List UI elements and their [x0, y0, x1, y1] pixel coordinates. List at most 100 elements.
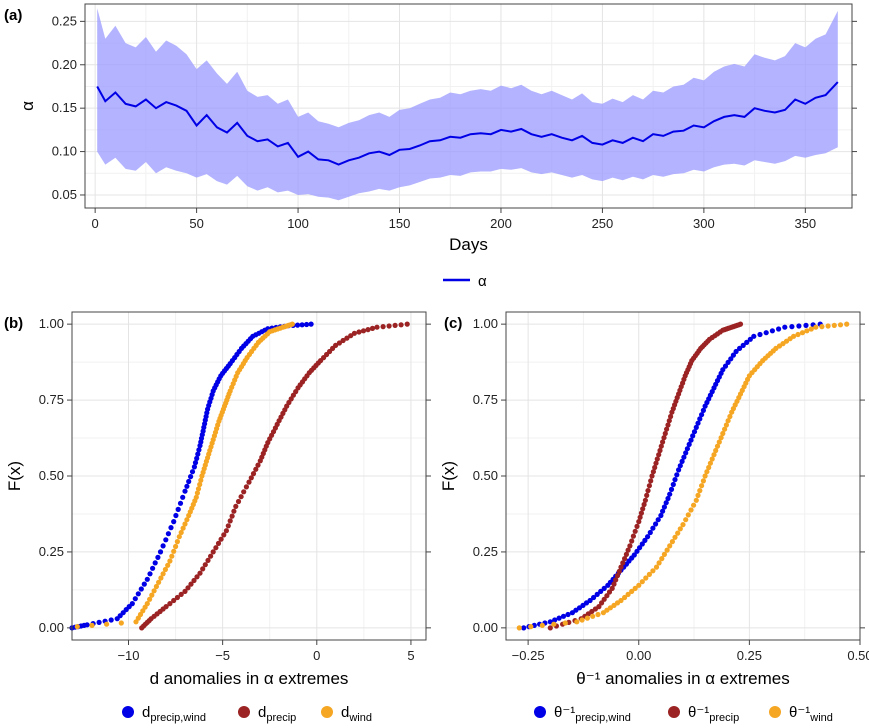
data-point	[643, 575, 649, 581]
data-point	[656, 560, 662, 566]
data-point	[831, 322, 837, 328]
data-point	[611, 581, 617, 587]
data-point	[360, 328, 367, 334]
data-point	[173, 543, 179, 550]
data-point	[649, 473, 655, 479]
data-point	[722, 363, 729, 369]
data-point	[711, 452, 717, 458]
data-point	[667, 543, 673, 549]
data-point	[791, 333, 797, 339]
data-point	[650, 568, 656, 574]
data-point	[147, 571, 153, 577]
x-axis-label: d anomalies in α extremes	[150, 669, 349, 688]
legend-label-subscript: precip	[709, 712, 739, 724]
data-point	[644, 492, 650, 498]
legend-label-name: d	[341, 704, 349, 721]
legend-swatch	[668, 706, 680, 718]
series-precip	[139, 321, 410, 631]
data-point	[144, 576, 150, 582]
data-point	[650, 525, 656, 531]
data-point	[218, 536, 224, 542]
data-point	[691, 429, 698, 435]
data-point	[664, 547, 670, 553]
data-point	[295, 322, 301, 328]
data-point	[221, 532, 227, 538]
data-point	[631, 552, 637, 558]
data-point	[727, 413, 733, 420]
data-point	[189, 469, 196, 475]
data-point	[180, 494, 186, 500]
data-point	[670, 481, 676, 488]
data-point	[672, 534, 678, 540]
data-point	[660, 508, 666, 514]
x-tick-label: 0	[313, 648, 320, 663]
y-axis-label: F(x)	[439, 461, 458, 491]
data-point	[654, 456, 660, 462]
data-point	[177, 500, 184, 506]
data-point	[601, 585, 607, 592]
data-point	[693, 424, 699, 430]
data-point	[799, 330, 806, 336]
data-point	[308, 321, 314, 327]
data-point	[185, 585, 191, 591]
data-point	[158, 575, 164, 581]
data-point	[606, 589, 613, 595]
data-point	[157, 549, 164, 555]
data-point	[675, 530, 681, 536]
data-point	[248, 475, 254, 481]
legend-label-subscript: wind	[348, 712, 372, 724]
y-tick-label: 0.25	[52, 13, 77, 28]
data-point	[813, 324, 819, 330]
y-tick-label: 0.75	[473, 392, 498, 407]
data-point	[700, 407, 707, 413]
data-point	[648, 478, 654, 484]
data-point	[639, 541, 645, 547]
data-point	[162, 566, 168, 573]
data-point	[591, 594, 597, 601]
series-wind	[516, 321, 850, 631]
data-point	[641, 501, 647, 508]
data-point	[795, 331, 801, 338]
legend-swatch	[122, 706, 134, 718]
legend-label: θ⁻¹wind	[789, 704, 833, 724]
data-point	[625, 591, 631, 598]
data-point	[722, 426, 728, 432]
data-point	[351, 330, 357, 336]
data-point	[623, 551, 630, 558]
legend-label: dprecip,wind	[142, 704, 206, 724]
data-point	[618, 564, 624, 570]
y-tick-label: 0.25	[473, 544, 498, 559]
data-point	[225, 523, 231, 529]
data-point	[194, 574, 200, 580]
data-point	[636, 519, 642, 525]
data-point	[229, 513, 235, 519]
data-point	[173, 512, 179, 519]
data-point	[757, 331, 763, 338]
data-point	[637, 514, 643, 520]
data-point	[714, 443, 721, 449]
data-point	[195, 486, 202, 492]
legend-label-name: θ⁻¹	[789, 704, 810, 721]
data-point	[658, 512, 664, 519]
data-point	[188, 474, 194, 480]
data-point	[782, 324, 788, 330]
data-point	[205, 557, 211, 564]
y-tick-label: 0.00	[473, 620, 498, 635]
data-point	[528, 624, 534, 630]
data-point	[165, 531, 171, 537]
data-point	[683, 517, 689, 523]
data-point	[210, 549, 216, 555]
alpha-series-line	[96, 81, 839, 166]
data-point	[176, 534, 182, 540]
x-tick-label: 0	[92, 216, 99, 231]
data-point	[129, 601, 135, 607]
legend-label: dwind	[341, 704, 372, 724]
legend-label-name: θ⁻¹	[554, 704, 575, 721]
data-point	[647, 529, 653, 536]
y-tick-label: 0.75	[39, 392, 64, 407]
data-point	[630, 533, 637, 539]
data-point	[645, 488, 651, 494]
data-point	[733, 348, 739, 355]
legend-label-subscript: wind	[809, 712, 833, 724]
